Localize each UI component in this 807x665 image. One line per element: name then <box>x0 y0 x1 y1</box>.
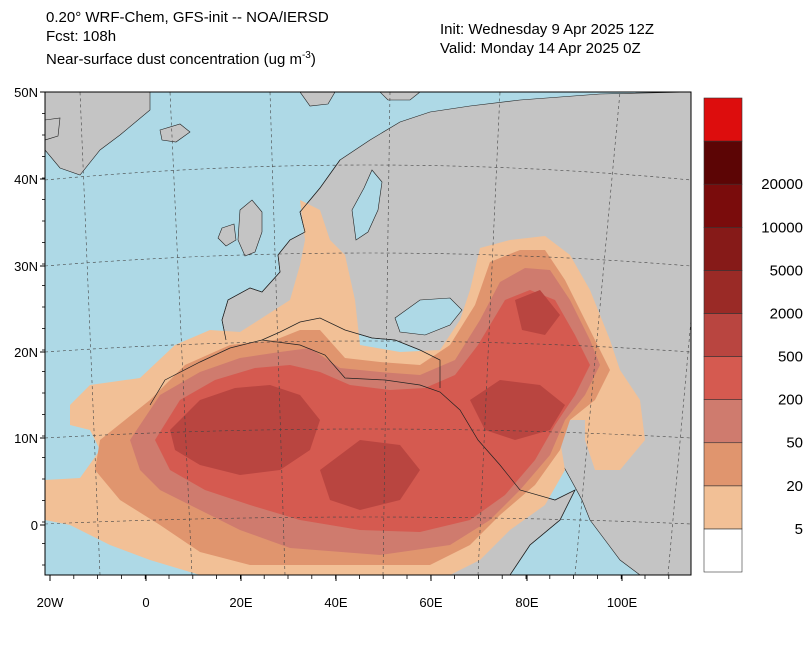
graticule-lat-0 <box>45 516 691 525</box>
lon-label: 40E <box>324 595 347 610</box>
graticule-lat-20 <box>45 340 691 353</box>
colorbar-box <box>703 226 743 271</box>
graticule-lon-30e <box>269 92 286 575</box>
lat-label: 30N <box>14 259 38 274</box>
dust-contour-500-sahara-west <box>170 385 320 475</box>
colorbar-box <box>703 313 743 357</box>
mediterranean-coastline <box>261 317 441 388</box>
colorbar-box <box>703 356 743 400</box>
colorbar-box <box>703 97 743 142</box>
colorbar-box <box>703 528 743 573</box>
colorbar-box <box>703 140 743 185</box>
field-unit-exponent: -3 <box>301 50 311 61</box>
europe-coastline <box>221 159 341 341</box>
colorbar-box <box>703 485 743 530</box>
lon-label: 20W <box>37 595 64 610</box>
africa-coastline <box>149 339 576 575</box>
colorbar-box <box>703 270 743 314</box>
lon-label: 20E <box>229 595 252 610</box>
colorbar-label: 10000 <box>761 219 803 236</box>
colorbar-label: 2000 <box>770 305 803 322</box>
map-header-right: Init: Wednesday 9 Apr 2025 12Z Valid: Mo… <box>440 20 654 58</box>
baltic-sea <box>351 169 383 241</box>
lat-label: 10N <box>14 431 38 446</box>
colorbar-label: 5 <box>795 521 803 538</box>
graticule-lon-10w <box>79 92 101 575</box>
canada-land <box>45 117 61 141</box>
map-panel <box>45 92 691 575</box>
lat-label: 20N <box>14 345 38 360</box>
map-frame <box>44 91 692 576</box>
field-name: Near-surface dust concentration (ug m <box>46 51 302 68</box>
graticule <box>45 92 691 575</box>
colorbar-box <box>703 183 743 228</box>
dust-contour-500-central-asia <box>515 290 560 335</box>
lon-axis: 20W 0 20E 40E 60E 80E 100E <box>37 575 670 610</box>
init-time: Init: Wednesday 9 Apr 2025 12Z <box>440 21 655 38</box>
britain-land <box>237 199 263 257</box>
graticule-lon-70e <box>477 92 501 575</box>
graticule-lat-30 <box>45 252 691 267</box>
field-title: Near-surface dust concentration (ug m-3) <box>46 46 329 69</box>
colorbar-label: 20 <box>786 478 803 495</box>
graticule-lat-10 <box>45 428 691 439</box>
graticule-lat-40 <box>45 164 691 181</box>
field-name-end: ) <box>310 51 316 68</box>
colorbar-label: 5000 <box>770 262 803 279</box>
lat-label: 50N <box>14 85 38 100</box>
model-title: 0.20° WRF-Chem, GFS-init -- NOA/IERSD <box>46 9 329 26</box>
colorbar-label: 50 <box>786 435 803 452</box>
valid-time: Valid: Monday 14 Apr 2025 0Z <box>440 40 641 57</box>
dust-contour-500-arabia <box>470 380 565 440</box>
lat-axis: 50N 40N 30N 20N 10N 0 <box>14 85 45 566</box>
map-header-left: 0.20° WRF-Chem, GFS-init -- NOA/IERSD Fc… <box>46 8 329 69</box>
colorbar-box <box>703 442 743 487</box>
graticule-lon-50e <box>382 92 391 575</box>
iceland-land <box>159 123 191 143</box>
colorbar-label: 200 <box>778 392 803 409</box>
colorbar: 20000 10000 5000 2000 500 200 50 20 5 <box>703 97 803 573</box>
dust-contour-500-sahel <box>320 440 420 510</box>
ireland-land <box>217 223 237 247</box>
lat-label: 40N <box>14 172 38 187</box>
forecast-hour: Fcst: 108h <box>46 28 117 45</box>
greenland-land <box>45 92 151 176</box>
graticule-lon-10e <box>169 92 193 575</box>
colorbar-label: 500 <box>778 349 803 366</box>
lon-label: 60E <box>419 595 442 610</box>
graticule-lon-90e <box>574 92 621 575</box>
svalbard-land <box>299 92 336 107</box>
lon-label: 80E <box>515 595 538 610</box>
black-sea <box>394 297 463 336</box>
lat-label: 0 <box>31 518 38 533</box>
graticule-lon-110e <box>667 319 691 575</box>
colorbar-label: 20000 <box>761 176 803 193</box>
lon-label: 0 <box>142 595 149 610</box>
colorbar-box <box>703 399 743 444</box>
lon-label: 100E <box>607 595 638 610</box>
